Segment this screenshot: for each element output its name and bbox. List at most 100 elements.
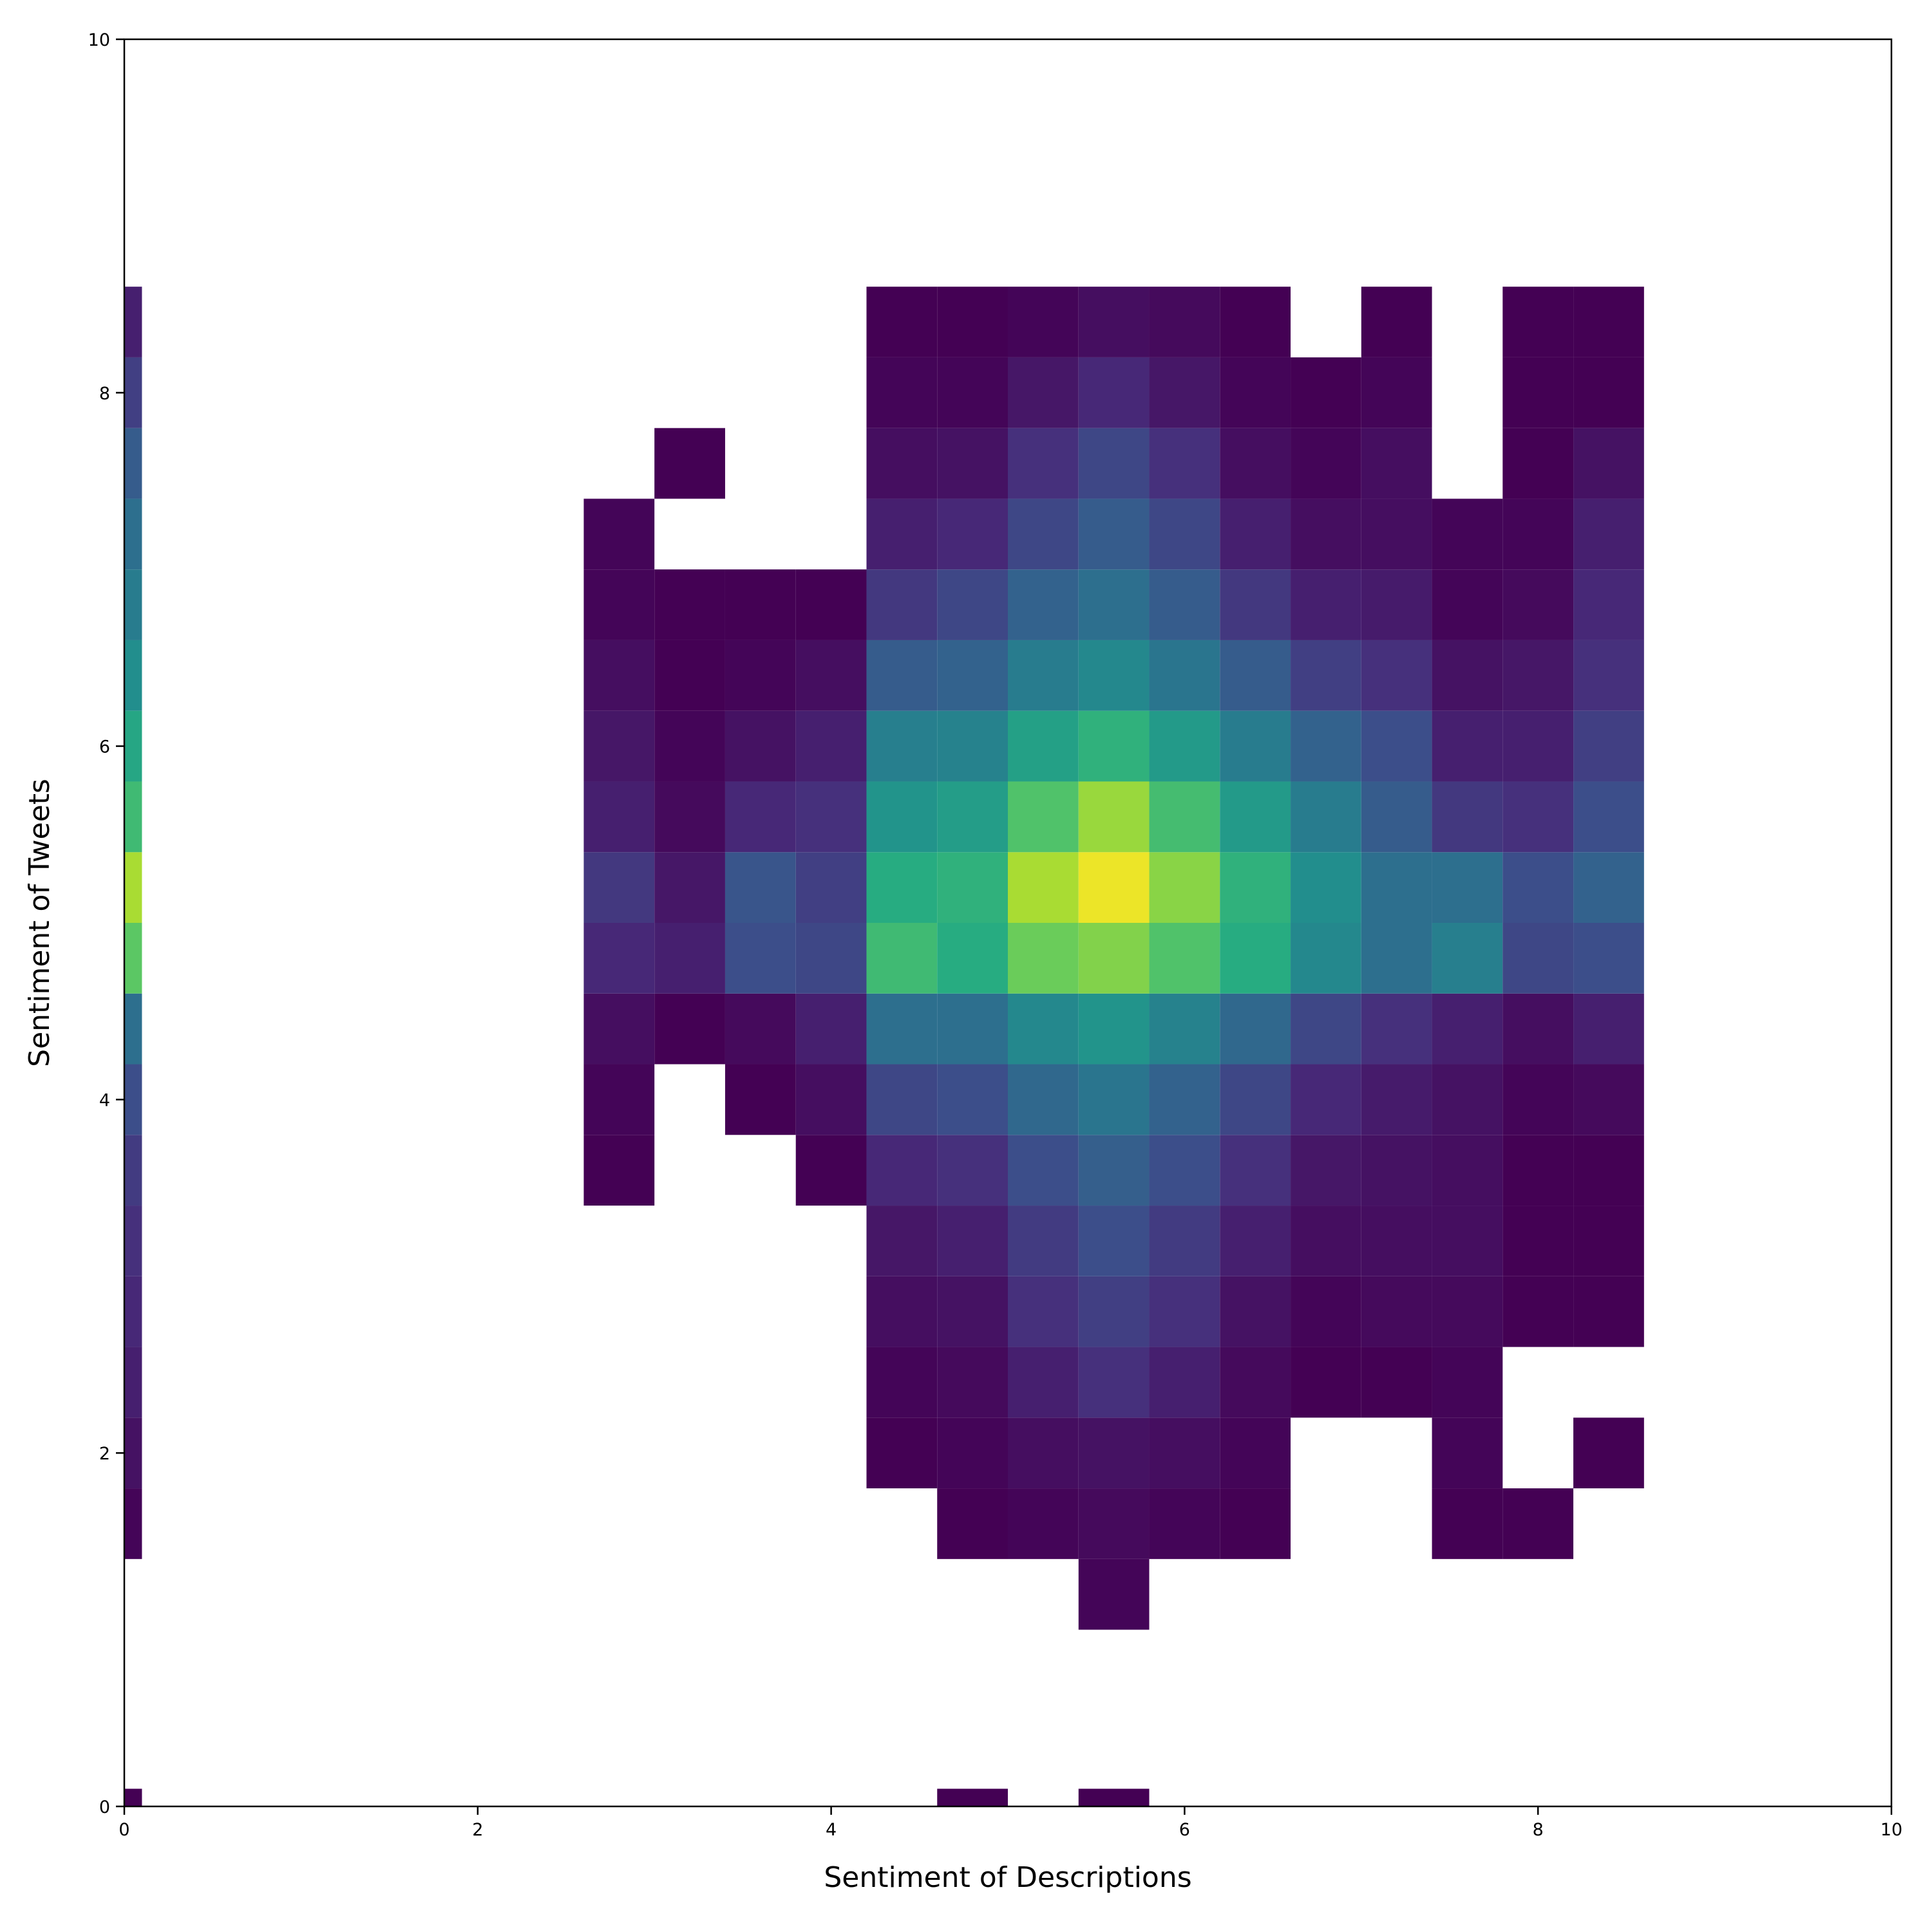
hist-cell (1149, 428, 1220, 499)
hist-cell (124, 852, 142, 923)
hist-cell (866, 428, 938, 499)
hist-cell (1502, 1064, 1574, 1135)
hist-cell (1149, 1417, 1220, 1489)
hist-cell (1361, 923, 1432, 994)
hist-cell (724, 781, 796, 853)
hist-cell (1078, 1488, 1150, 1559)
hist-cell (1220, 639, 1291, 711)
hist-cell (937, 287, 1008, 357)
hist-cell (1432, 1135, 1503, 1206)
hist-cell (1149, 287, 1220, 357)
hist-cell (1432, 569, 1503, 640)
hist-cell (124, 993, 142, 1065)
hist-cell (654, 428, 725, 499)
hist-cell (1573, 287, 1644, 357)
hist-cell (654, 781, 725, 853)
hist-cell (937, 781, 1008, 853)
hist-cell (1149, 498, 1220, 570)
hist-cell (1078, 993, 1150, 1065)
y-tick-label: 4 (99, 1090, 110, 1110)
hist-cell (866, 1347, 938, 1418)
hist-cell (866, 852, 938, 923)
hist-cell (1502, 1276, 1574, 1347)
hist-cell (1149, 993, 1220, 1065)
hist-cell (1220, 498, 1291, 570)
hist-cell (1078, 1788, 1150, 1806)
hist-cell (1078, 287, 1150, 357)
hist-cell (1291, 498, 1361, 570)
hist-cell (724, 710, 796, 782)
hist-cell (1220, 1276, 1291, 1347)
hist-cell (1149, 1135, 1220, 1206)
hist-cell (1291, 1064, 1361, 1135)
hist-cell (1220, 923, 1291, 994)
hist-cell (866, 569, 938, 640)
hist-cell (1361, 852, 1432, 923)
hist-cell (1502, 357, 1574, 428)
hist-cell (1291, 1206, 1361, 1276)
hist-cell (866, 1276, 938, 1347)
hist-cell (1220, 287, 1291, 357)
hist-cell (724, 1064, 796, 1135)
hist-cell (937, 1276, 1008, 1347)
hist-cell (583, 710, 655, 782)
hist-cell (1361, 710, 1432, 782)
hist-cell (1149, 357, 1220, 428)
hist-cell (1432, 639, 1503, 711)
hist-cell (1149, 1064, 1220, 1135)
hist-cell (866, 287, 938, 357)
hist-cell (124, 287, 142, 357)
hist-cell (124, 569, 142, 640)
hist-cell (937, 639, 1008, 711)
hist-cell (1502, 1206, 1574, 1276)
hist-cell (1078, 639, 1150, 711)
hist-cell (1502, 993, 1574, 1065)
hist-cell (654, 710, 725, 782)
hist-cell (937, 1135, 1008, 1206)
hist-cell (1361, 1206, 1432, 1276)
hist-cell (1432, 1276, 1503, 1347)
hist-cell (795, 923, 867, 994)
hist-cell (654, 639, 725, 711)
hist-cell (1502, 569, 1574, 640)
hist-cell (1291, 852, 1361, 923)
hist-cell (1078, 569, 1150, 640)
hist-cell (1008, 357, 1079, 428)
hist-cell (1502, 1488, 1574, 1559)
hist-cell (1078, 781, 1150, 853)
hist-cell (583, 1135, 655, 1206)
hist-cell (1573, 1064, 1644, 1135)
hist-cell (866, 1064, 938, 1135)
hist-cell (1149, 1206, 1220, 1276)
hist-cell (124, 639, 142, 711)
hist-cell (1573, 852, 1644, 923)
hist-cell (1502, 710, 1574, 782)
hist-cell (1008, 1488, 1079, 1559)
hist-cell (1361, 1064, 1432, 1135)
hist-cell (1008, 1206, 1079, 1276)
hist-cell (937, 710, 1008, 782)
hist-cell (124, 1135, 142, 1206)
hist-cell (1361, 428, 1432, 499)
hist-cell (1291, 923, 1361, 994)
hist-cell (1008, 1347, 1079, 1418)
hist-cell (1220, 357, 1291, 428)
hist-cell (1573, 1276, 1644, 1347)
hist-cell (1008, 993, 1079, 1065)
hist-cell (1361, 1135, 1432, 1206)
hist-cell (937, 357, 1008, 428)
hist-cell (866, 1206, 938, 1276)
hist-cell (1149, 1347, 1220, 1418)
hist-cell (795, 993, 867, 1065)
hist-cell (1220, 993, 1291, 1065)
x-tick-label: 8 (1533, 1820, 1544, 1840)
hist-cell (1220, 428, 1291, 499)
hist-cell (1008, 852, 1079, 923)
hist-cell (937, 923, 1008, 994)
hist-cell (583, 569, 655, 640)
hist-cell (583, 852, 655, 923)
hist-cell (1078, 428, 1150, 499)
hist-cell (795, 569, 867, 640)
hist-cell (1078, 1206, 1150, 1276)
